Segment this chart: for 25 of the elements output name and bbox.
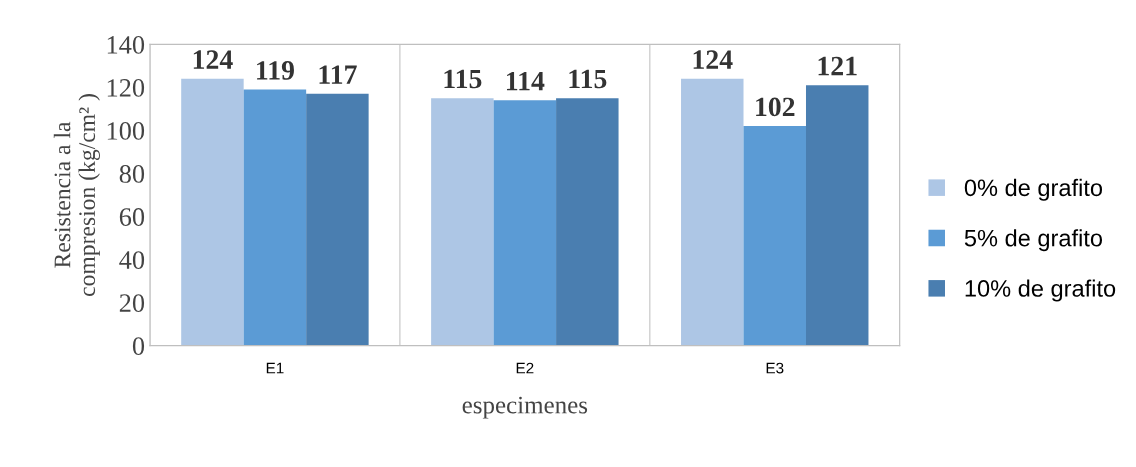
data-label: 115 [569, 69, 607, 89]
data-label: 117 [319, 65, 357, 84]
legend-label: 0% de grafito [964, 178, 1103, 201]
y-tick-label: 140 [107, 35, 145, 54]
data-label: 115 [444, 69, 482, 89]
y-axis-title: Resistencia a la compresion (kg/cm² ) [53, 94, 100, 296]
legend-label: 5% de grafito [964, 229, 1103, 252]
data-label: 121 [818, 56, 857, 76]
data-label: 102 [756, 97, 795, 117]
x-tick-label: E3 [766, 362, 784, 374]
data-label: 114 [506, 71, 545, 91]
x-axis-title: especimenes [462, 396, 588, 419]
y-tick-label: 40 [119, 251, 145, 269]
y-tick-label: 20 [119, 294, 145, 312]
data-label: 124 [693, 50, 733, 69]
y-tick-label: 60 [119, 208, 145, 226]
data-label: 124 [193, 50, 233, 69]
legend-label: 10% de grafito [965, 279, 1116, 302]
x-tick-label: E2 [516, 362, 534, 374]
x-tick-label: E1 [266, 362, 284, 374]
y-tick-label: 120 [107, 79, 145, 97]
y-tick-label: 80 [119, 165, 145, 183]
y-tick-label: 0 [132, 337, 145, 355]
data-label: 119 [257, 61, 294, 80]
y-tick-label: 100 [107, 122, 145, 140]
